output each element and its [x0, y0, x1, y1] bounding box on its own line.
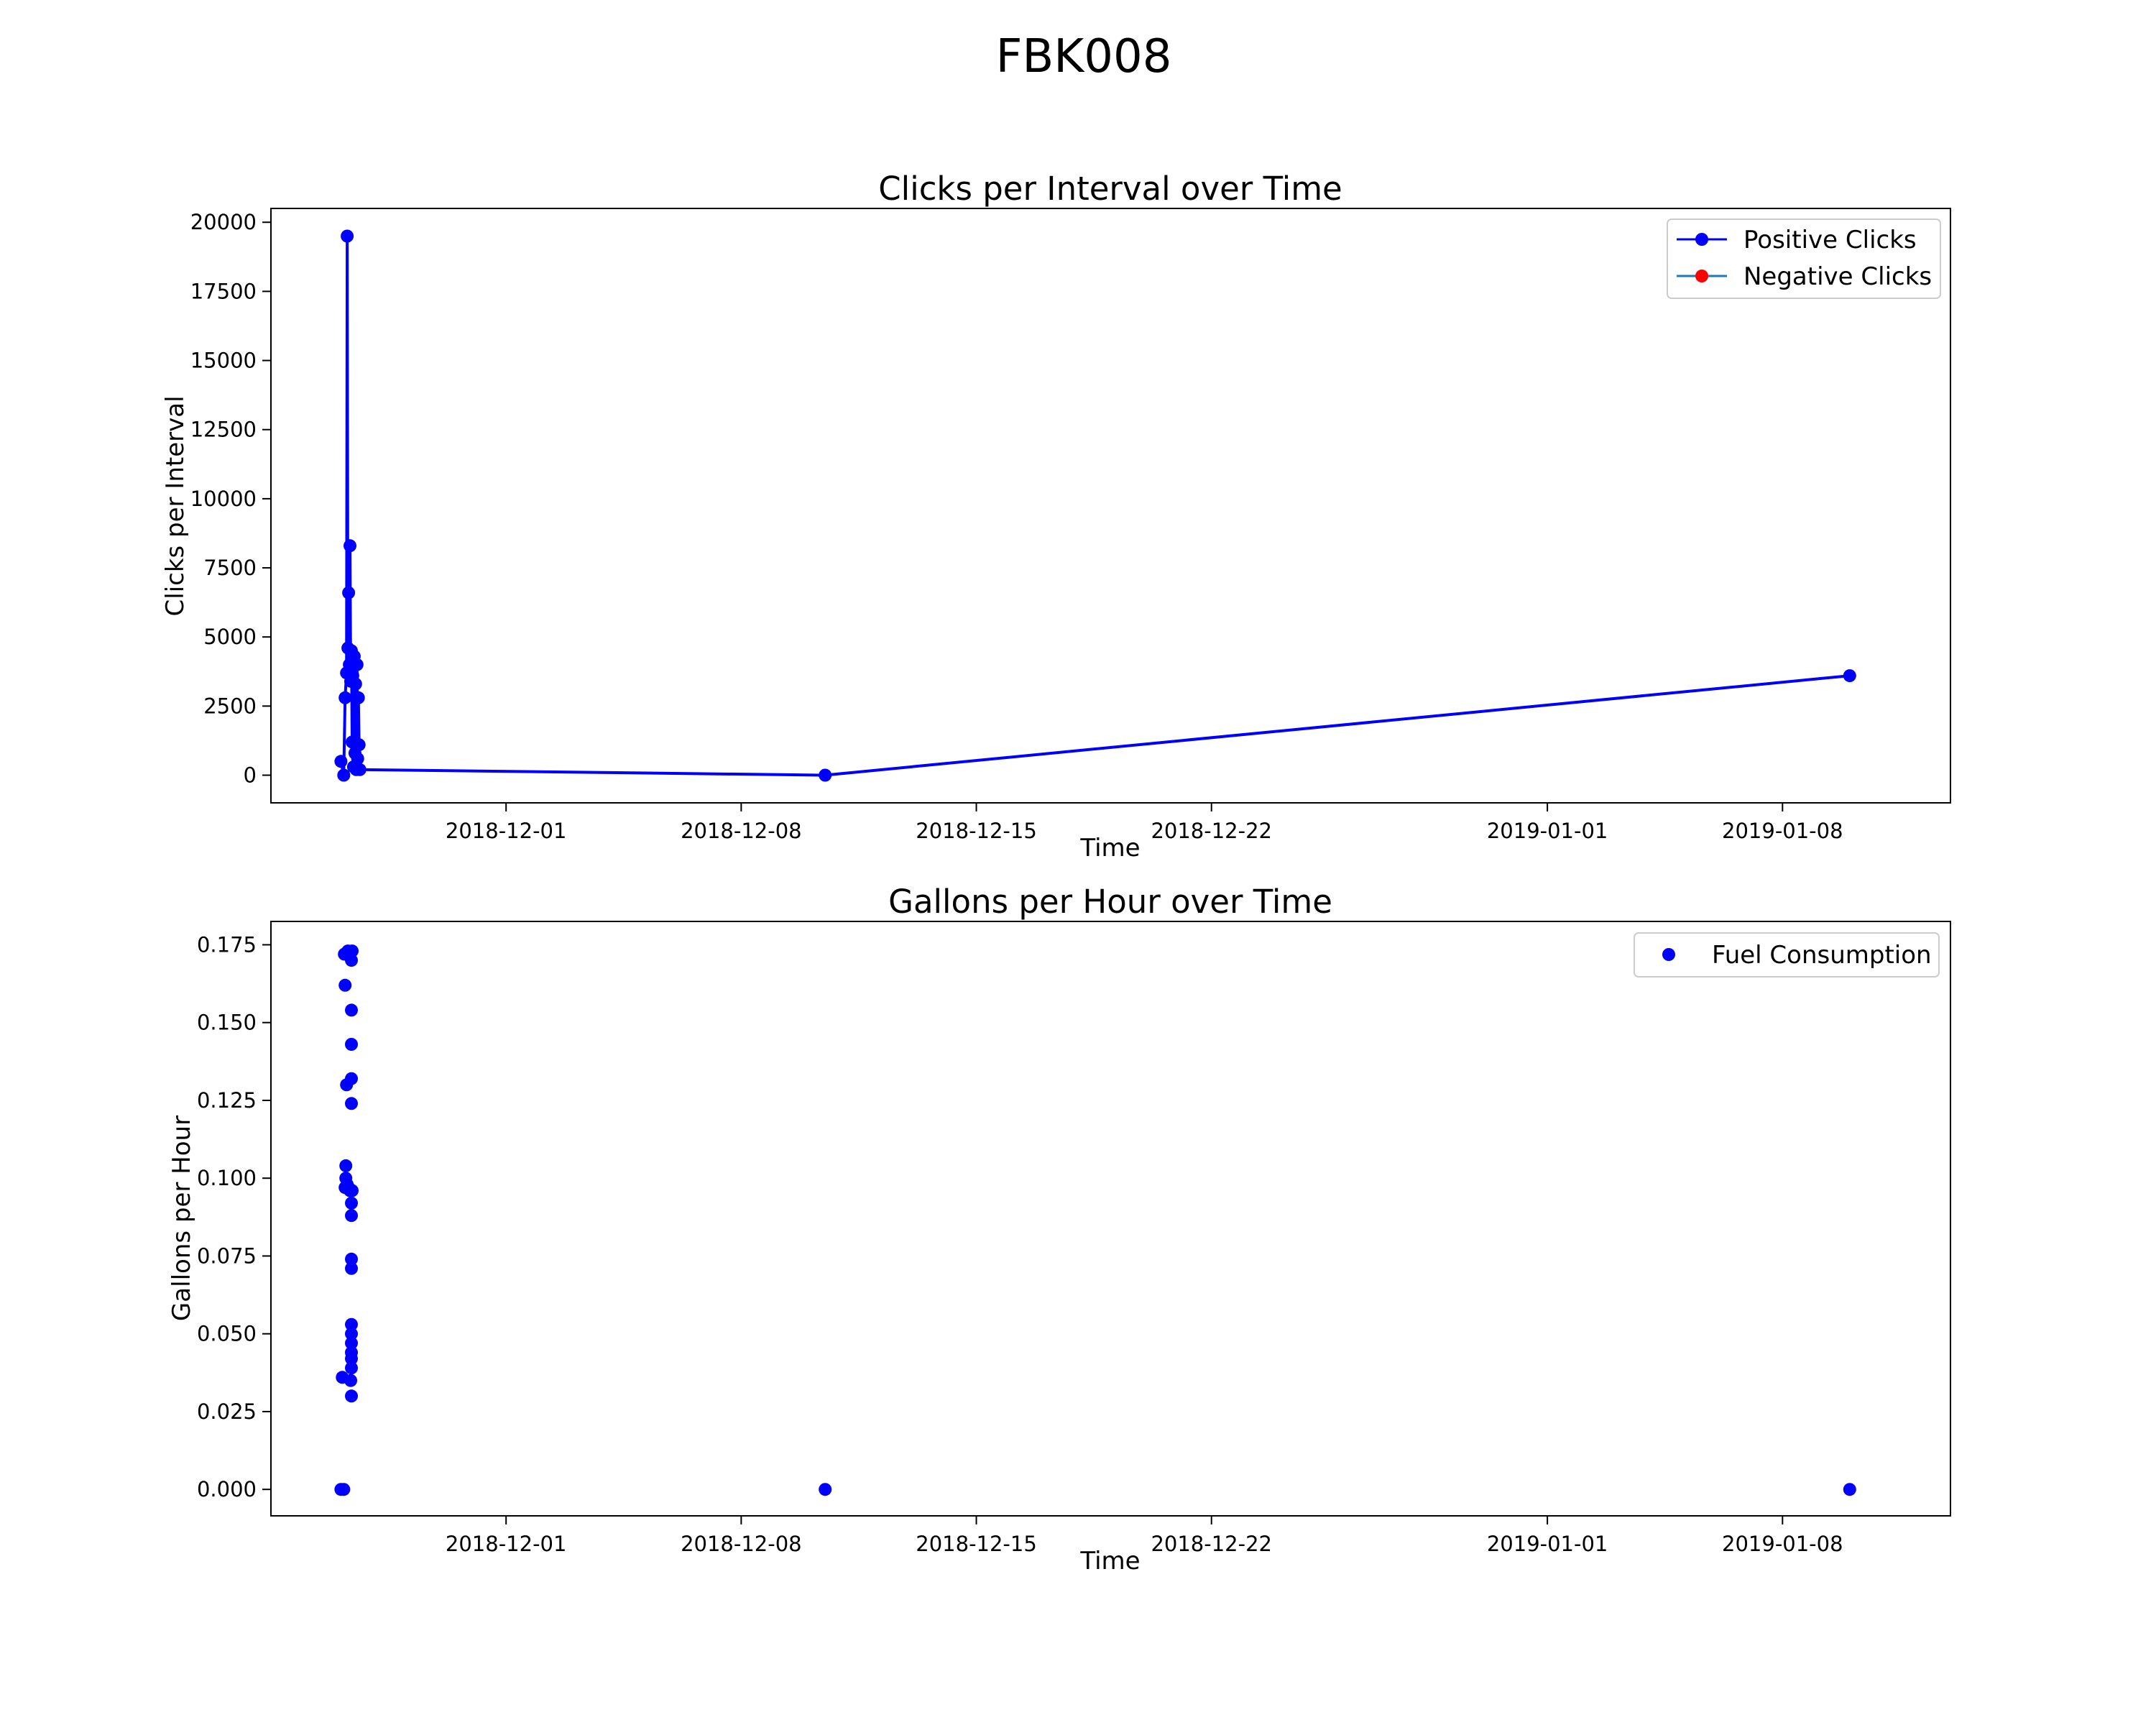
data-point	[345, 1209, 358, 1223]
legend-positive-marker	[1695, 233, 1708, 246]
clicks-chart-frame	[270, 208, 1951, 804]
y-tick-label: 0	[244, 763, 257, 788]
data-point	[345, 1389, 358, 1403]
data-point	[345, 1327, 358, 1340]
data-point	[345, 1252, 358, 1266]
y-tick-label: 7500	[203, 556, 257, 580]
data-point	[338, 978, 352, 992]
y-tick-label: 20000	[190, 210, 257, 234]
x-tick-label: 2018-12-15	[916, 1532, 1037, 1556]
data-point	[345, 1317, 358, 1331]
y-tick-label: 10000	[190, 487, 257, 511]
gallons-chart: Gallons per Hour over Time 0.0000.0250.0…	[167, 883, 1951, 1576]
data-point	[819, 768, 832, 782]
y-tick-label: 5000	[203, 625, 257, 649]
data-point	[337, 1483, 351, 1496]
data-point	[345, 1352, 358, 1366]
gallons-chart-title: Gallons per Hour over Time	[888, 883, 1332, 921]
data-point	[1843, 669, 1856, 683]
data-point	[351, 691, 365, 704]
x-tick-label: 2018-12-22	[1151, 1532, 1272, 1556]
y-tick-label: 0.150	[197, 1011, 257, 1035]
clicks-legend: Positive Clicks Negative Clicks	[1667, 218, 1941, 299]
clicks-legend-box	[1667, 218, 1941, 299]
y-tick-label: 15000	[190, 349, 257, 373]
data-point	[342, 586, 356, 599]
data-point	[344, 539, 356, 553]
data-point	[346, 1184, 359, 1197]
figure-title: FBK008	[996, 30, 1172, 83]
x-tick-label: 2019-01-08	[1722, 819, 1843, 843]
data-point	[345, 1261, 358, 1275]
y-tick-label: 12500	[190, 418, 257, 442]
gallons-legend: Fuel Consumption	[1634, 932, 1940, 978]
x-tick-label: 2018-12-08	[681, 1532, 802, 1556]
x-tick-label: 2018-12-01	[446, 1532, 567, 1556]
data-point	[334, 755, 348, 768]
gallons-x-axis: 2018-12-01 2018-12-08 2018-12-15 2018-12-22…	[446, 1516, 1843, 1556]
clicks-y-axis: 0 2500 5000 7500 10000 12500 15000 17500 20000	[190, 210, 271, 788]
data-point	[338, 691, 352, 704]
data-point	[341, 229, 354, 243]
x-tick-label: 2018-12-08	[681, 819, 802, 843]
x-tick-label: 2018-12-01	[446, 819, 567, 843]
legend-fuel-label: Fuel Consumption	[1712, 941, 1932, 970]
data-point	[339, 1159, 353, 1172]
data-point	[353, 763, 367, 776]
y-tick-label: 0.050	[197, 1322, 257, 1346]
gallons-x-axis-label: Time	[1079, 1547, 1140, 1576]
gallons-legend-box	[1634, 932, 1940, 978]
data-point	[819, 1483, 832, 1496]
legend-negative-marker	[1695, 270, 1708, 282]
data-point	[345, 954, 358, 967]
x-tick-label: 2019-01-01	[1487, 819, 1608, 843]
data-point	[345, 1336, 358, 1350]
data-point	[345, 1361, 358, 1375]
gallons-y-axis-label: Gallons per Hour	[167, 1116, 196, 1321]
gallons-plot-area	[334, 944, 1856, 1496]
clicks-chart: Clicks per Interval over Time 0 2500 5000 7…	[161, 170, 1951, 862]
data-point	[345, 1038, 358, 1051]
clicks-plot-area	[334, 229, 1856, 782]
data-point	[345, 1003, 358, 1017]
data-point	[1843, 1483, 1856, 1496]
y-tick-label: 2500	[203, 694, 257, 718]
data-point	[337, 768, 351, 782]
y-tick-label: 17500	[190, 279, 257, 303]
data-point	[344, 1374, 357, 1387]
x-tick-label: 2019-01-01	[1487, 1532, 1608, 1556]
clicks-x-axis-label: Time	[1079, 834, 1140, 862]
data-point	[350, 658, 364, 671]
gallons-chart-frame	[270, 921, 1951, 1517]
y-tick-label: 0.100	[197, 1166, 257, 1190]
x-tick-label: 2018-12-15	[916, 819, 1037, 843]
y-tick-label: 0.000	[197, 1477, 257, 1501]
legend-negative-label: Negative Clicks	[1743, 262, 1932, 291]
x-tick-label: 2018-12-22	[1151, 819, 1272, 843]
data-point	[345, 1196, 358, 1210]
y-tick-label: 0.075	[197, 1243, 257, 1268]
clicks-chart-title: Clicks per Interval over Time	[878, 170, 1342, 208]
y-tick-label: 0.175	[197, 932, 257, 957]
clicks-y-axis-label: Clicks per Interval	[161, 395, 190, 616]
x-tick-label: 2019-01-08	[1722, 1532, 1843, 1556]
legend-fuel-marker	[1662, 948, 1675, 961]
data-point	[346, 944, 359, 958]
data-point	[349, 677, 362, 691]
data-point	[351, 752, 364, 765]
data-point	[352, 738, 366, 752]
data-point	[345, 1097, 358, 1110]
legend-positive-label: Positive Clicks	[1743, 226, 1917, 254]
data-point	[345, 1072, 358, 1085]
gallons-y-axis: 0.000 0.025 0.050 0.075 0.100 0.125 0.150 0.175	[197, 932, 271, 1501]
y-tick-label: 0.025	[197, 1399, 257, 1424]
clicks-x-axis: 2018-12-01 2018-12-08 2018-12-15 2018-12-22…	[446, 803, 1843, 843]
y-tick-label: 0.125	[197, 1088, 257, 1113]
